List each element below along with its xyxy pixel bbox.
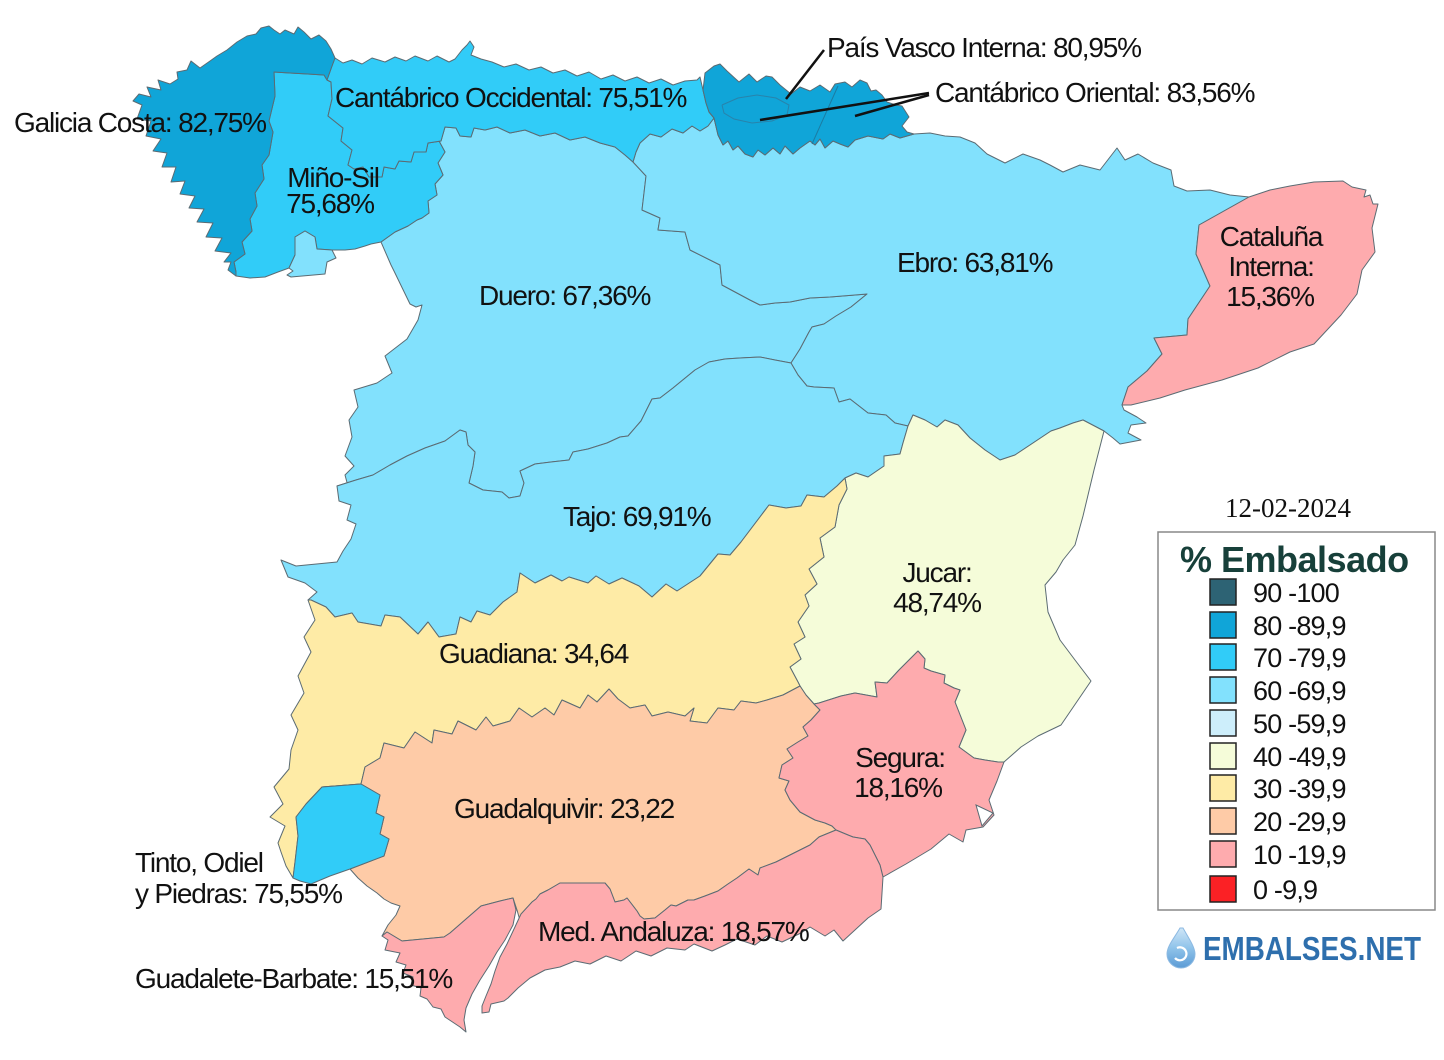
svg-text:30 -39,9: 30 -39,9 bbox=[1253, 774, 1346, 804]
svg-text:Tinto, Odiel: Tinto, Odiel bbox=[135, 847, 263, 878]
svg-text:Duero: 67,36%: Duero: 67,36% bbox=[479, 280, 650, 311]
svg-text:Med. Andaluza: 18,57%: Med. Andaluza: 18,57% bbox=[538, 916, 809, 947]
svg-text:Segura:: Segura: bbox=[855, 742, 945, 773]
svg-text:40 -49,9: 40 -49,9 bbox=[1253, 742, 1346, 772]
svg-text:75,68%: 75,68% bbox=[286, 188, 374, 219]
svg-text:Jucar:: Jucar: bbox=[902, 557, 971, 588]
svg-text:Cantábrico Occidental: 75,51%: Cantábrico Occidental: 75,51% bbox=[335, 82, 687, 113]
svg-text:48,74%: 48,74% bbox=[893, 587, 981, 618]
svg-text:80 -89,9: 80 -89,9 bbox=[1253, 611, 1346, 641]
svg-text:15,36%: 15,36% bbox=[1226, 281, 1314, 312]
svg-text:90 -100: 90 -100 bbox=[1253, 578, 1339, 608]
svg-text:0 -9,9: 0 -9,9 bbox=[1253, 875, 1317, 905]
svg-text:y Piedras: 75,55%: y Piedras: 75,55% bbox=[135, 878, 342, 909]
svg-text:18,16%: 18,16% bbox=[854, 772, 942, 803]
svg-text:Galicia Costa: 82,75%: Galicia Costa: 82,75% bbox=[14, 107, 266, 138]
svg-text:EMBALSES.NET: EMBALSES.NET bbox=[1203, 930, 1421, 967]
svg-text:Miño-Sil: Miño-Sil bbox=[287, 162, 379, 193]
svg-text:Cataluña: Cataluña bbox=[1220, 221, 1324, 252]
svg-text:70 -79,9: 70 -79,9 bbox=[1253, 643, 1346, 673]
svg-text:Ebro: 63,81%: Ebro: 63,81% bbox=[897, 247, 1053, 278]
svg-text:Tajo: 69,91%: Tajo: 69,91% bbox=[563, 501, 711, 532]
svg-text:% Embalsado: % Embalsado bbox=[1180, 539, 1409, 580]
svg-text:Guadiana: 34,64: Guadiana: 34,64 bbox=[439, 638, 629, 669]
svg-text:60 -69,9: 60 -69,9 bbox=[1253, 676, 1346, 706]
svg-text:País Vasco Interna: 80,95%: País Vasco Interna: 80,95% bbox=[827, 32, 1141, 63]
svg-text:Cantábrico Oriental: 83,56%: Cantábrico Oriental: 83,56% bbox=[935, 77, 1255, 108]
svg-text:50 -59,9: 50 -59,9 bbox=[1253, 709, 1346, 739]
svg-text:Interna:: Interna: bbox=[1228, 251, 1313, 282]
svg-text:Guadalquivir: 23,22: Guadalquivir: 23,22 bbox=[454, 793, 675, 824]
svg-text:10 -19,9: 10 -19,9 bbox=[1253, 840, 1346, 870]
svg-text:12-02-2024: 12-02-2024 bbox=[1225, 493, 1351, 523]
svg-text:Guadalete-Barbate: 15,51%: Guadalete-Barbate: 15,51% bbox=[135, 963, 452, 994]
svg-text:20 -29,9: 20 -29,9 bbox=[1253, 807, 1346, 837]
